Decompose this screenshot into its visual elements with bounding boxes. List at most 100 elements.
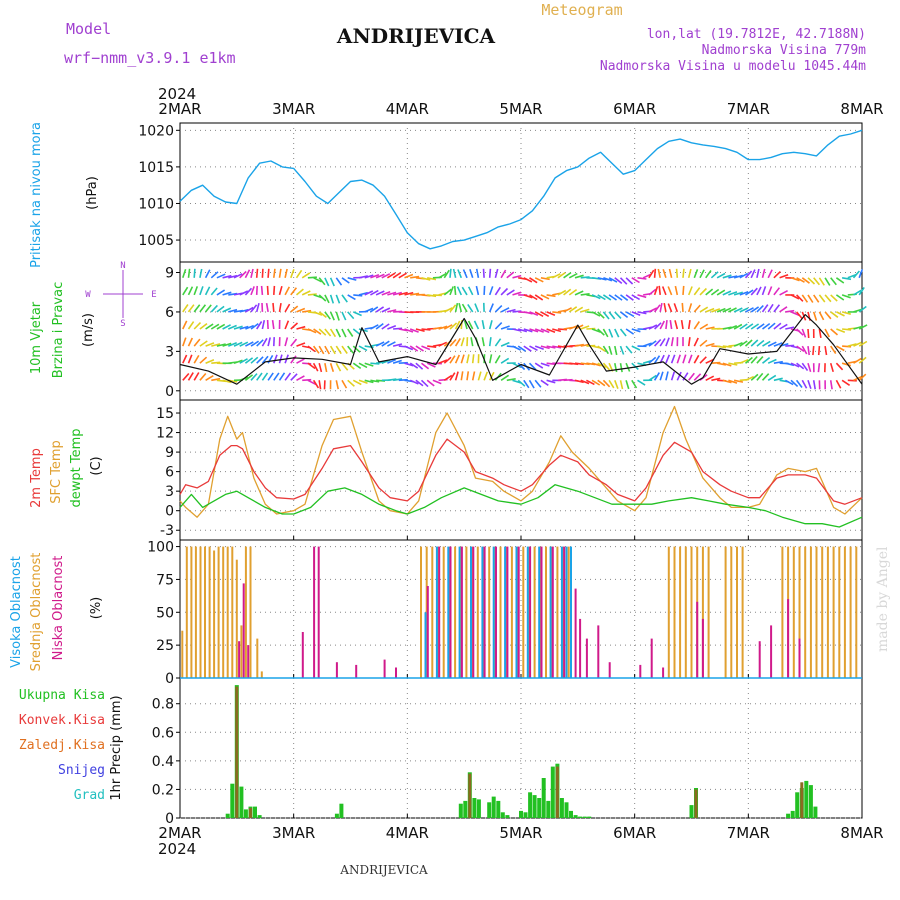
low-cloud-bar bbox=[798, 638, 801, 678]
wind-arrow bbox=[534, 294, 544, 301]
lonlat-label: lon,lat (19.7812E, 42.7188N) bbox=[647, 27, 866, 42]
wind-arrow bbox=[648, 307, 658, 313]
wind-arrow bbox=[750, 323, 760, 330]
wind-arrow bbox=[261, 355, 269, 364]
total-precip-bar bbox=[587, 816, 592, 818]
wind-arrow bbox=[603, 277, 613, 282]
wind-arrow bbox=[494, 286, 501, 296]
low-cloud-bar bbox=[335, 662, 338, 678]
wind-arrow bbox=[193, 286, 199, 296]
wind-arrow bbox=[358, 291, 368, 296]
x-tick-label-bottom: 4MAR bbox=[386, 824, 429, 842]
wind-arrow bbox=[631, 328, 641, 333]
wind-arrow bbox=[523, 379, 530, 389]
wind-arrow bbox=[301, 290, 311, 296]
high-cloud-bar bbox=[526, 546, 529, 678]
mid-cloud-bar bbox=[226, 546, 229, 678]
wind-arrow bbox=[546, 294, 556, 298]
wind-arrow bbox=[762, 340, 771, 347]
wind-arrow bbox=[255, 302, 260, 313]
wind-arrow bbox=[239, 341, 249, 347]
wind-arrow bbox=[659, 371, 664, 381]
pressure-unit-label: (hPa) bbox=[85, 176, 100, 210]
wind-arrow bbox=[551, 273, 561, 279]
wind-arrow bbox=[500, 374, 510, 381]
wind-ylabel: 10m Vjetar bbox=[29, 301, 44, 374]
wind-arrow bbox=[199, 268, 203, 278]
wind-arrow bbox=[653, 355, 661, 364]
wind-arrow bbox=[773, 287, 781, 296]
wind-arrow bbox=[614, 345, 618, 356]
wind-arrow bbox=[597, 294, 606, 301]
wind-arrow bbox=[364, 274, 374, 279]
wind-arrow bbox=[546, 379, 556, 384]
wind-arrow bbox=[500, 287, 509, 296]
wind-arrow bbox=[813, 277, 821, 286]
wind-arrow bbox=[796, 294, 804, 302]
wind-arrow bbox=[716, 289, 726, 296]
compass-e-label: E bbox=[151, 290, 156, 300]
wind-arrow bbox=[824, 345, 828, 356]
high-cloud-bar bbox=[570, 546, 572, 678]
mid-cloud-bar bbox=[249, 546, 252, 678]
wind-arrow bbox=[818, 294, 826, 303]
wind-arrow bbox=[540, 311, 550, 317]
wind-arrow bbox=[528, 362, 537, 371]
elevation-model-label: Nadmorska Visina u modelu 1045.44m bbox=[600, 59, 866, 74]
wind-arrow bbox=[284, 320, 290, 330]
high-cloud-bar bbox=[481, 546, 484, 678]
temp-2m-line bbox=[179, 438, 863, 505]
wind-arrow bbox=[404, 273, 414, 279]
wind-arrow bbox=[415, 328, 425, 332]
mid-cloud-bar bbox=[454, 546, 457, 678]
x-tick-label-top: 4MAR bbox=[386, 100, 429, 118]
wind-arrow bbox=[432, 362, 442, 365]
temp-unit-label: (C) bbox=[89, 456, 104, 475]
total-precip-bar bbox=[546, 800, 551, 818]
mid-cloud-bar bbox=[217, 546, 220, 678]
total-precip-bar bbox=[487, 802, 492, 818]
wind-arrow bbox=[597, 379, 606, 387]
wind-arrow bbox=[313, 328, 322, 335]
wind-arrow bbox=[313, 311, 323, 316]
wind-arrow bbox=[187, 337, 194, 347]
wind-arrow bbox=[352, 328, 361, 336]
wind-arrow bbox=[807, 380, 812, 390]
mid-cloud-bar bbox=[235, 559, 238, 678]
wind-arrow bbox=[216, 343, 226, 347]
mid-cloud-bar bbox=[181, 630, 184, 678]
wind-arrow bbox=[460, 371, 464, 381]
wind-arrow bbox=[745, 307, 754, 313]
wind-arrow bbox=[473, 320, 480, 330]
wind-arrow bbox=[790, 311, 800, 317]
wind-arrow bbox=[278, 372, 286, 381]
wind-arrow bbox=[682, 268, 685, 278]
wind-arrow bbox=[481, 320, 485, 330]
wind-arrow bbox=[807, 294, 814, 303]
wind-arrow bbox=[529, 294, 538, 301]
wind-arrow bbox=[187, 354, 193, 364]
cloud-ylabel-high: Visoka Oblacnost bbox=[9, 556, 24, 668]
wind-arrow bbox=[483, 371, 489, 381]
wind-arrow bbox=[335, 362, 342, 372]
low-cloud-bar bbox=[608, 662, 611, 678]
wind-arrow bbox=[222, 324, 231, 330]
wind-arrow bbox=[557, 289, 567, 296]
wind-arrow bbox=[625, 328, 635, 335]
wind-arrow bbox=[250, 356, 259, 364]
sfc-temp-line bbox=[179, 405, 863, 518]
wind-arrow bbox=[352, 311, 362, 317]
wind-arrow bbox=[693, 287, 701, 296]
wind-arrow bbox=[245, 306, 254, 313]
temp-ylabel-2m: 2m Temp bbox=[29, 448, 44, 508]
mid-cloud-bar bbox=[488, 546, 491, 678]
wind-arrow bbox=[352, 362, 362, 370]
y-tick-label: 1020 bbox=[138, 123, 174, 139]
wind-arrow bbox=[467, 320, 474, 330]
wind-arrow bbox=[481, 337, 485, 347]
wind-arrow bbox=[767, 374, 777, 381]
total-precip-bar bbox=[528, 792, 533, 818]
wind-arrow bbox=[790, 362, 800, 368]
wind-arrow bbox=[574, 343, 585, 347]
wind-arrow bbox=[512, 274, 522, 279]
